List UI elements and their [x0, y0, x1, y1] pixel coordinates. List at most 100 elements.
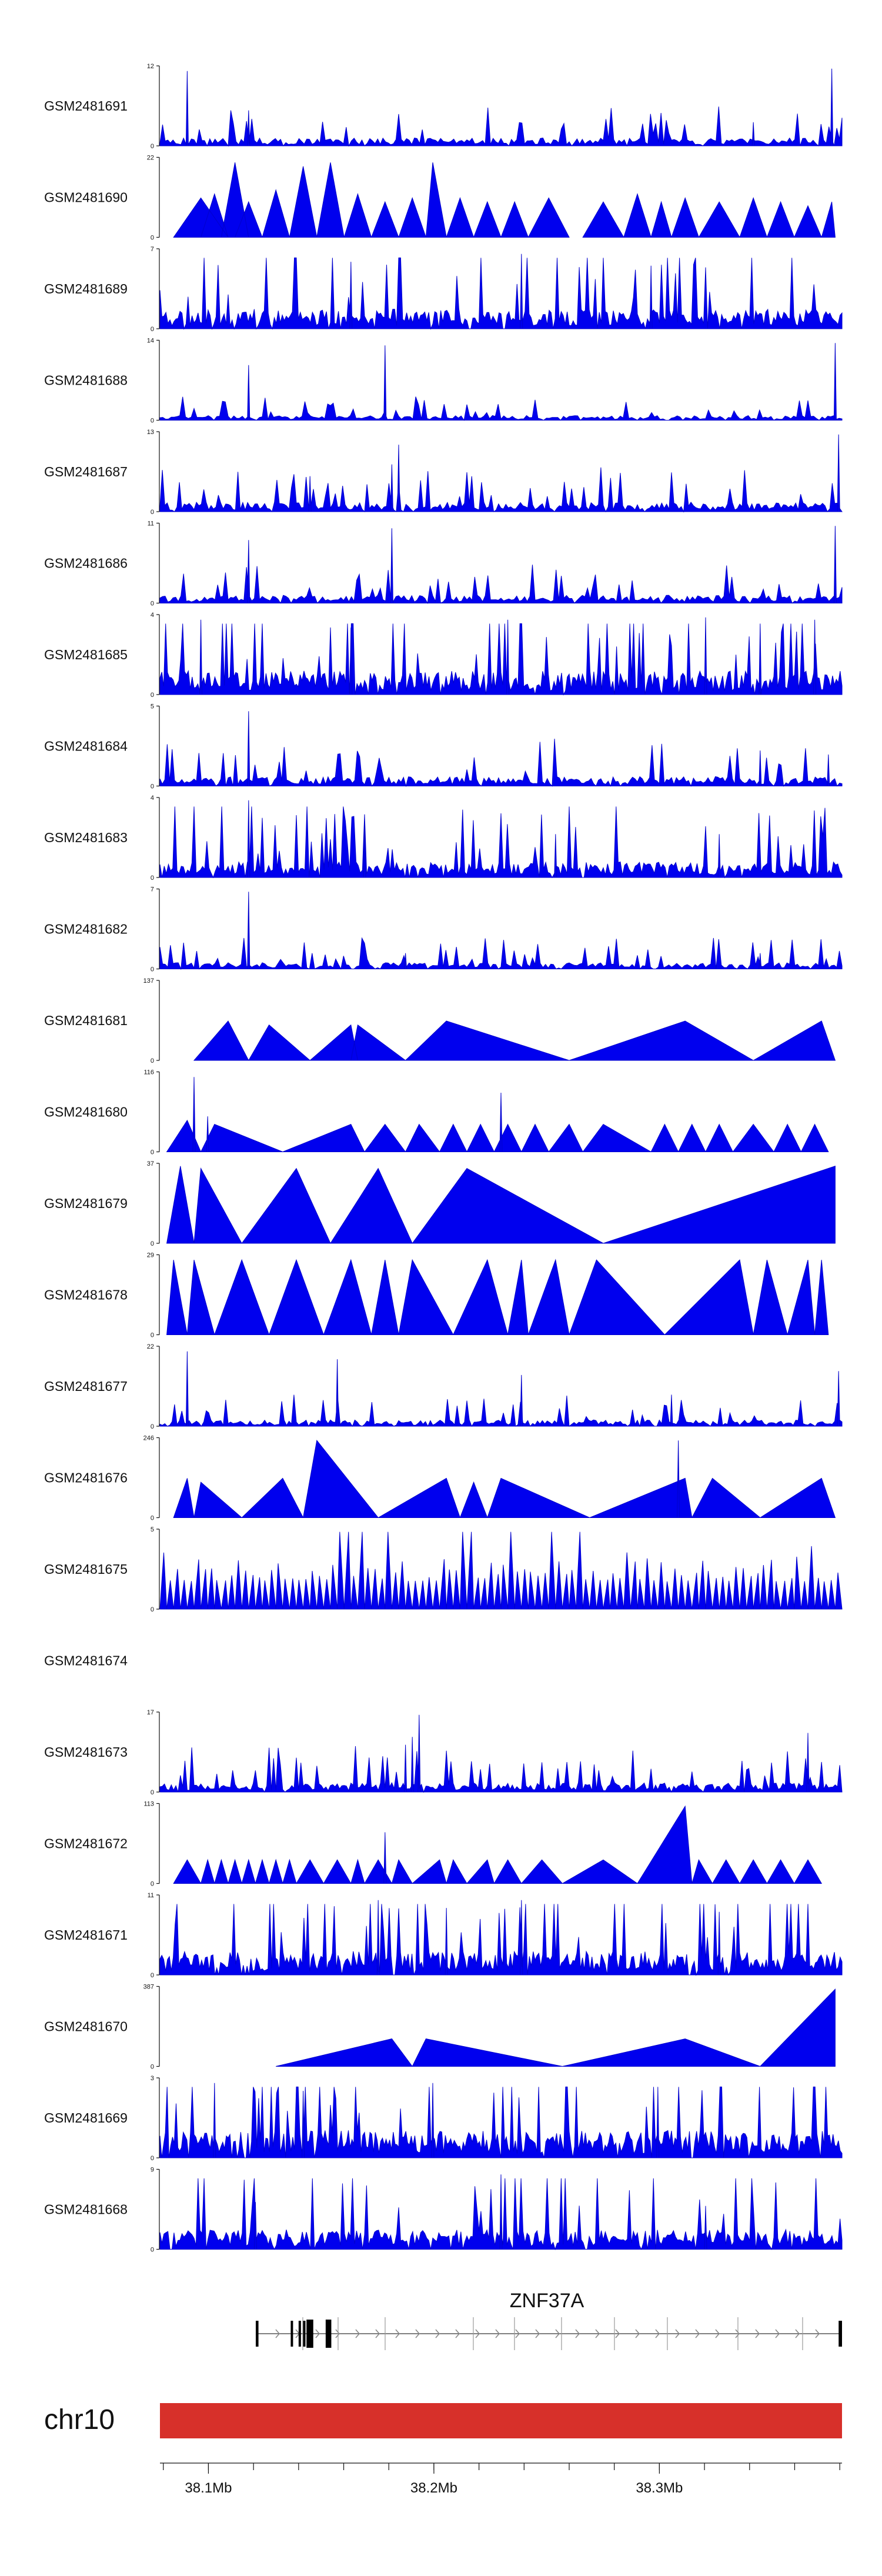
strand-arrow-icon: [675, 2329, 680, 2338]
strand-arrow-icon: [275, 2329, 280, 2338]
strand-arrow-icon: [775, 2329, 780, 2338]
y-axis-zero-label: 0: [151, 783, 154, 790]
coverage-area: [193, 1020, 836, 1061]
y-axis-zero-label: 0: [151, 143, 154, 150]
strand-arrow-icon: [555, 2329, 560, 2338]
track-GSM2481689: GSM2481689 7 0: [44, 246, 843, 333]
track-GSM2481691: GSM2481691 12 0: [44, 63, 843, 150]
coverage-area: [159, 526, 843, 605]
coverage-area: [159, 68, 843, 147]
y-axis-max-label: 14: [147, 338, 154, 345]
coverage-tracks: GSM2481691120GSM2481690220GSM248168970GS…: [44, 63, 843, 2254]
coverage-area: [166, 1166, 836, 1244]
y-axis-zero-label: 0: [151, 692, 154, 699]
track-label: GSM2481689: [44, 281, 128, 296]
track-label: GSM2481670: [44, 2019, 128, 2034]
y-axis-max-label: 387: [143, 1984, 154, 1991]
strand-arrow-icon: [575, 2329, 580, 2338]
y-axis-zero-label: 0: [151, 1423, 154, 1430]
chromosome-ideogram-bar: [160, 2403, 842, 2438]
track-GSM2481671: GSM2481671 11 0: [44, 1892, 843, 1979]
gene-model: [255, 2317, 842, 2350]
strand-arrow-icon: [315, 2329, 320, 2338]
y-axis-zero-label: 0: [151, 1332, 154, 1339]
coverage-area: [159, 1351, 843, 1427]
coverage-area: [159, 1900, 843, 1976]
y-axis-zero-label: 0: [151, 1881, 154, 1888]
track-label: GSM2481669: [44, 2110, 128, 2125]
strand-arrow-icon: [435, 2329, 440, 2338]
y-axis-zero-label: 0: [151, 509, 154, 516]
track-GSM2481681: GSM2481681 137 0: [44, 977, 836, 1065]
gene-name-label: ZNF37A: [510, 2290, 584, 2312]
position-tick-label: 38.2Mb: [410, 2480, 457, 2496]
track-GSM2481685: GSM2481685 4 0: [44, 612, 843, 699]
track-GSM2481675: GSM2481675 5 0: [44, 1526, 843, 1613]
track-GSM2481686: GSM2481686 11 0: [44, 520, 843, 608]
strand-arrow-icon: [715, 2329, 720, 2338]
track-label: GSM2481680: [44, 1105, 128, 1120]
track-label: GSM2481668: [44, 2202, 128, 2217]
gene-exon: [298, 2321, 301, 2347]
y-axis-max-label: 137: [143, 977, 154, 985]
y-axis-zero-label: 0: [151, 1240, 154, 1247]
coverage-area: [159, 1714, 843, 1793]
strand-arrow-icon: [495, 2329, 500, 2338]
coverage-area: [159, 343, 843, 421]
strand-arrow-icon: [535, 2329, 540, 2338]
coverage-area: [159, 617, 843, 696]
strand-arrow-icon: [335, 2329, 340, 2338]
y-axis-zero-label: 0: [151, 326, 154, 333]
coverage-area: [159, 434, 843, 513]
coverage-area: [159, 892, 843, 970]
strand-arrow-icon: [635, 2329, 640, 2338]
track-label: GSM2481688: [44, 373, 128, 388]
strand-arrow-icon: [615, 2329, 620, 2338]
coverage-area: [159, 1531, 843, 1610]
chromosome-label: chr10: [44, 2404, 115, 2435]
track-GSM2481679: GSM2481679 37 0: [44, 1160, 836, 1247]
track-label: GSM2481677: [44, 1379, 128, 1394]
coverage-area: [173, 1440, 836, 1518]
track-label: GSM2481684: [44, 739, 128, 754]
track-GSM2481669: GSM2481669 3 0: [44, 2075, 843, 2162]
y-axis-max-label: 7: [151, 886, 154, 893]
y-axis-zero-label: 0: [151, 2155, 154, 2162]
track-GSM2481674: GSM2481674: [44, 1653, 128, 1669]
y-axis-max-label: 11: [148, 520, 154, 528]
gene-exon: [325, 2320, 332, 2348]
y-axis-max-label: 113: [143, 1801, 154, 1808]
track-label: GSM2481682: [44, 922, 128, 937]
strand-arrow-icon: [595, 2329, 600, 2338]
strand-arrow-icon: [355, 2329, 360, 2338]
y-axis-max-label: 9: [151, 2167, 154, 2174]
track-GSM2481670: GSM2481670 387 0: [44, 1984, 836, 2071]
coverage-area: [159, 2083, 843, 2158]
track-label: GSM2481674: [44, 1653, 128, 1669]
strand-arrow-icon: [795, 2329, 800, 2338]
strand-arrow-icon: [655, 2329, 660, 2338]
position-tick-label: 38.3Mb: [636, 2480, 683, 2496]
coverage-area: [159, 2174, 843, 2251]
coverage-area: [166, 1259, 829, 1335]
strand-arrow-icon: [475, 2329, 480, 2338]
track-GSM2481682: GSM2481682 7 0: [44, 886, 843, 973]
coverage-area: [276, 1988, 836, 2067]
track-GSM2481677: GSM2481677 22 0: [44, 1343, 843, 1430]
y-axis-max-label: 3: [151, 2075, 154, 2082]
y-axis-max-label: 13: [147, 429, 154, 436]
y-axis-max-label: 37: [147, 1160, 154, 1167]
y-axis-zero-label: 0: [151, 1606, 154, 1613]
track-GSM2481683: GSM2481683 4 0: [44, 795, 843, 882]
track-GSM2481676: GSM2481676 246 0: [44, 1435, 836, 1522]
strand-arrow-icon: [735, 2329, 740, 2338]
strand-arrow-icon: [395, 2329, 400, 2338]
position-tick-label: 38.1Mb: [185, 2480, 232, 2496]
y-axis-zero-label: 0: [151, 1972, 154, 1979]
y-axis-zero-label: 0: [151, 966, 154, 973]
y-axis-max-label: 246: [143, 1435, 154, 1442]
track-label: GSM2481673: [44, 1744, 128, 1760]
track-GSM2481690: GSM2481690 22 0: [44, 155, 836, 242]
track-label: GSM2481683: [44, 830, 128, 845]
